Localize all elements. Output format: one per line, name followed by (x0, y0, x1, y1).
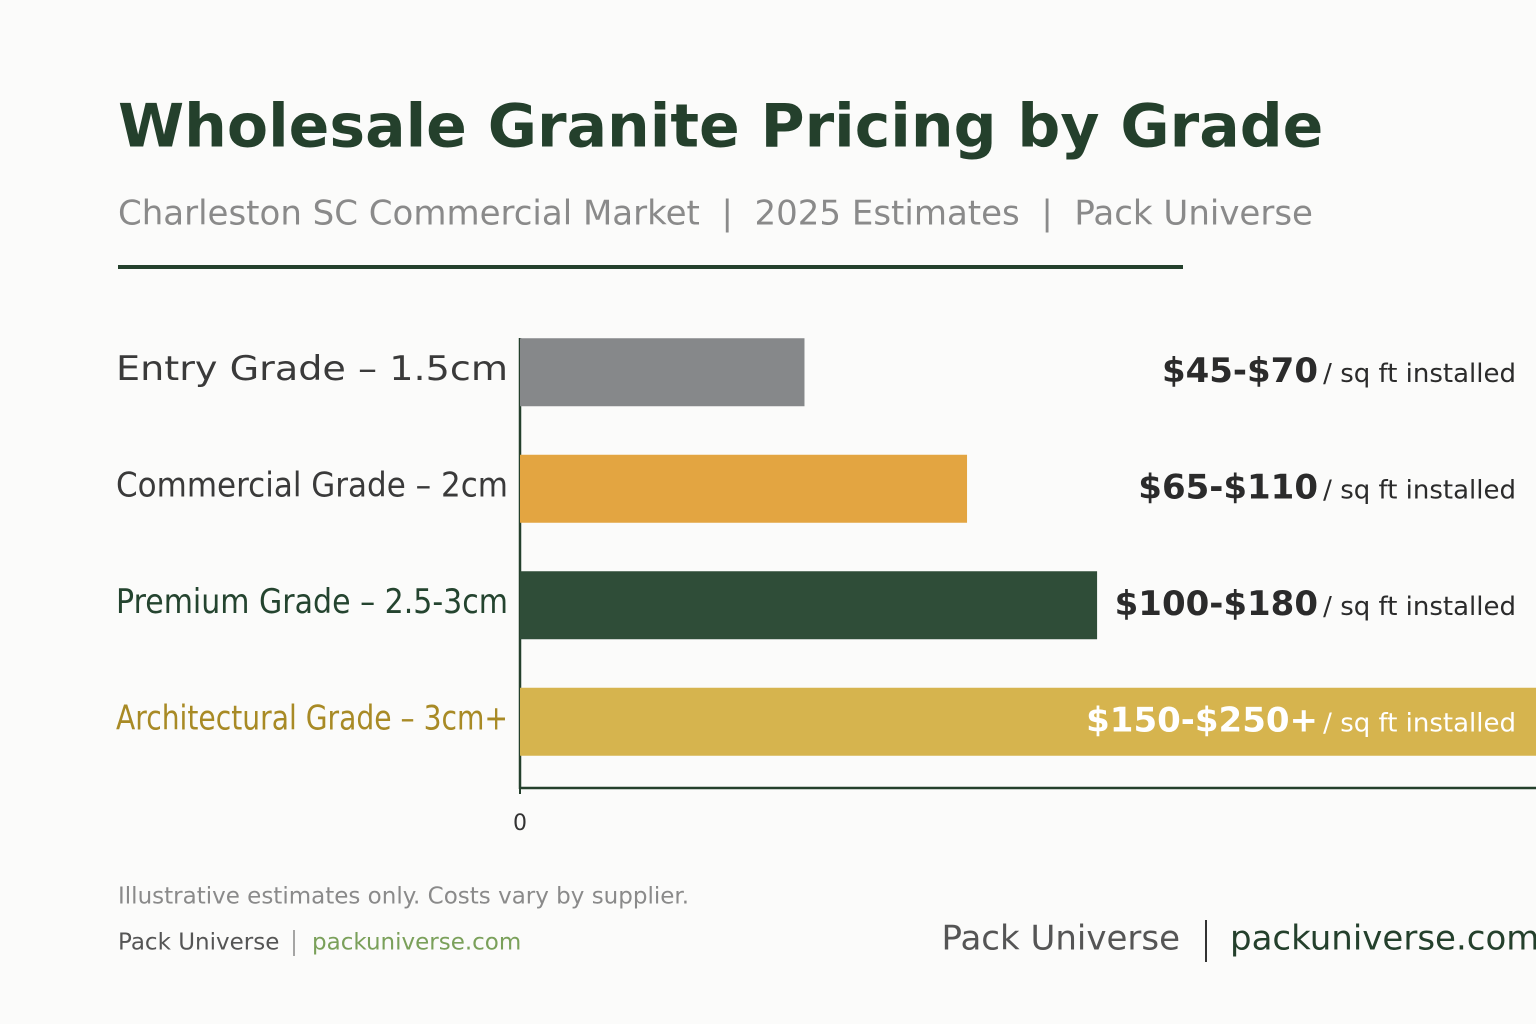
footer-url-large: packuniverse.com (1230, 919, 1536, 959)
unit-label: / sq ft installed (1323, 592, 1516, 622)
category-label: Premium Grade – 2.5-3cm (116, 582, 508, 622)
bar (520, 338, 805, 407)
range-label: $100-$180 (1115, 584, 1318, 624)
chart-title: Wholesale Granite Pricing by Grade (118, 92, 1323, 162)
bar (520, 687, 1536, 756)
unit-label: / sq ft installed (1323, 475, 1516, 505)
range-label: $150-$250+ (1086, 700, 1318, 740)
footnote: Illustrative estimates only. Costs vary … (118, 884, 689, 910)
range-label: $45-$70 (1162, 351, 1318, 391)
footer-brand-large: Pack Universe (941, 919, 1180, 959)
category-label: Entry Grade – 1.5cm (116, 349, 508, 389)
range-label: $65-$110 (1138, 467, 1318, 507)
bar (520, 454, 968, 523)
chart-subtitle: Charleston SC Commercial Market | 2025 E… (118, 194, 1313, 234)
unit-label: / sq ft installed (1323, 359, 1516, 389)
unit-label: / sq ft installed (1323, 708, 1516, 738)
x-tick-label: 0 (513, 811, 527, 836)
category-label: Commercial Grade – 2cm (116, 465, 508, 505)
bar (520, 571, 1098, 640)
category-label: Architectural Grade – 3cm+ (116, 698, 508, 738)
footer-brand: Pack Universe (118, 930, 279, 956)
footer-url: packuniverse.com (312, 930, 521, 956)
